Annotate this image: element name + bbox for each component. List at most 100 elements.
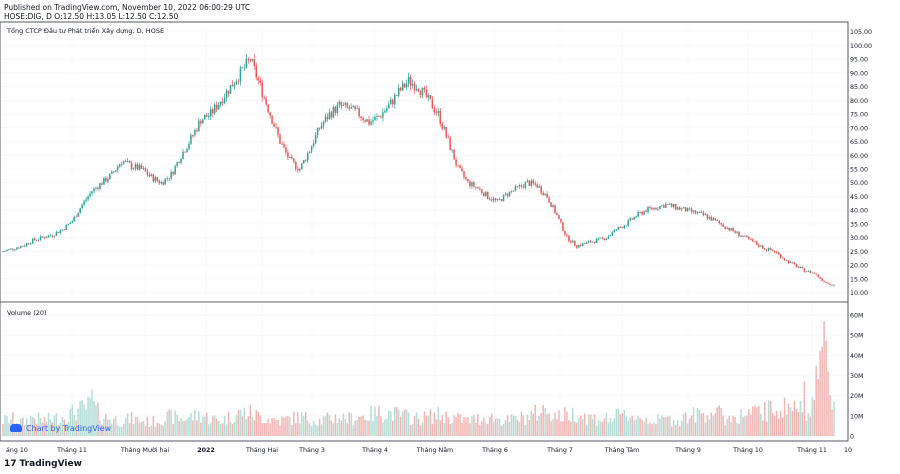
volume-bar — [116, 425, 119, 436]
volume-bar — [732, 415, 734, 436]
candle-body — [251, 58, 254, 61]
footer-brand[interactable]: 17 TradingView — [4, 459, 82, 469]
candle-body — [712, 218, 715, 221]
volume-bar — [401, 411, 404, 436]
volume-axis[interactable]: 60M 50M 40M 30M 20M 10M 0 — [850, 313, 863, 441]
candle-body — [758, 244, 760, 247]
volume-bar — [158, 423, 161, 436]
candle-body — [358, 108, 360, 117]
volume-bar — [637, 415, 639, 436]
candle-body — [566, 234, 568, 236]
candle-body — [35, 240, 38, 241]
volume-bar — [831, 409, 833, 436]
volume-bar — [500, 425, 503, 436]
volume-title: Volume (20) — [7, 309, 47, 317]
volume-bar — [273, 418, 275, 436]
volume-bar — [249, 404, 252, 436]
candle-body — [819, 277, 821, 279]
price-axis[interactable]: 105.00 100.00 95.00 90.00 85.00 80.00 75.00 70.… — [850, 29, 872, 297]
volume-bar — [712, 415, 715, 436]
candle-body — [237, 81, 240, 83]
candle-body — [777, 252, 780, 255]
volume-bar — [180, 418, 182, 436]
candle-body — [558, 215, 560, 219]
candle-body — [166, 178, 168, 180]
volume-bar — [255, 409, 258, 436]
candle-body — [105, 177, 107, 182]
candle-body — [271, 115, 273, 124]
watermark[interactable]: Chart by TradingView — [10, 424, 111, 433]
candle-body — [223, 97, 226, 104]
time-tick-label: 10 — [844, 447, 852, 454]
volume-bar — [767, 399, 770, 436]
candle-body — [641, 212, 643, 215]
volume-bar — [31, 416, 34, 436]
candle-body — [643, 211, 645, 215]
volume-bar — [107, 419, 109, 436]
volume-bar — [639, 417, 641, 436]
candle-body — [188, 143, 190, 149]
candle-body — [231, 84, 234, 87]
candle-body — [146, 171, 149, 175]
volume-bar — [483, 417, 485, 436]
volume-bar — [716, 407, 719, 436]
volume-bar — [299, 423, 301, 436]
price-tick-label: 80.00 — [850, 98, 868, 105]
volume-bar — [364, 419, 366, 436]
volume-bar — [295, 423, 297, 436]
volume-bar — [781, 417, 784, 436]
candle-body — [411, 83, 414, 86]
volume-bar — [362, 415, 364, 436]
candle-body — [423, 87, 426, 90]
volume-bar — [202, 416, 204, 436]
candle-body — [692, 210, 695, 212]
volume-bar — [221, 423, 224, 436]
volume-bar — [47, 412, 50, 436]
volume-bar — [394, 407, 396, 436]
volume-bar — [332, 423, 335, 436]
volume-bar — [514, 416, 517, 436]
time-tick-label: Tháng 6 — [481, 446, 508, 454]
candle-body — [140, 164, 143, 169]
volume-bar — [467, 417, 469, 436]
volume-bar — [469, 423, 471, 436]
candle-body — [287, 152, 289, 158]
candle-body — [552, 205, 554, 207]
time-axis[interactable]: áng 10 Tháng 11 Tháng Mười hai 2022 Tháng Ha… — [6, 446, 852, 454]
volume-bar — [671, 426, 673, 436]
volume-bar — [118, 426, 121, 436]
volume-bar — [302, 415, 305, 436]
candle-body — [550, 202, 552, 207]
candle-body — [787, 260, 790, 263]
candle-body — [257, 77, 259, 81]
volume-bar — [380, 416, 382, 436]
candle-body — [765, 249, 768, 251]
volume-bar — [301, 412, 303, 436]
volume-bar — [105, 413, 107, 436]
candle-body — [609, 235, 612, 237]
candle-body — [336, 104, 339, 113]
candle-body — [431, 99, 434, 109]
candle-body — [684, 207, 687, 212]
candle-body — [85, 199, 87, 201]
volume-bar — [386, 419, 388, 436]
volume-bar — [126, 413, 129, 436]
volume-bar — [665, 417, 667, 436]
candle-body — [540, 186, 542, 193]
price-tick-label: 70.00 — [850, 125, 868, 132]
candle-body — [504, 193, 507, 195]
candle-body — [47, 235, 50, 238]
volume-bar — [708, 419, 711, 436]
candle-body — [8, 249, 10, 250]
volume-bar — [198, 411, 200, 436]
volume-bar — [239, 409, 242, 436]
candle-body — [320, 125, 323, 129]
candle-body — [174, 165, 176, 175]
candle-body — [285, 147, 287, 153]
volume-bar — [217, 420, 220, 436]
candle-body — [160, 182, 163, 184]
candle-body — [99, 183, 101, 190]
candle-body — [360, 116, 362, 118]
candle-body — [451, 149, 453, 151]
